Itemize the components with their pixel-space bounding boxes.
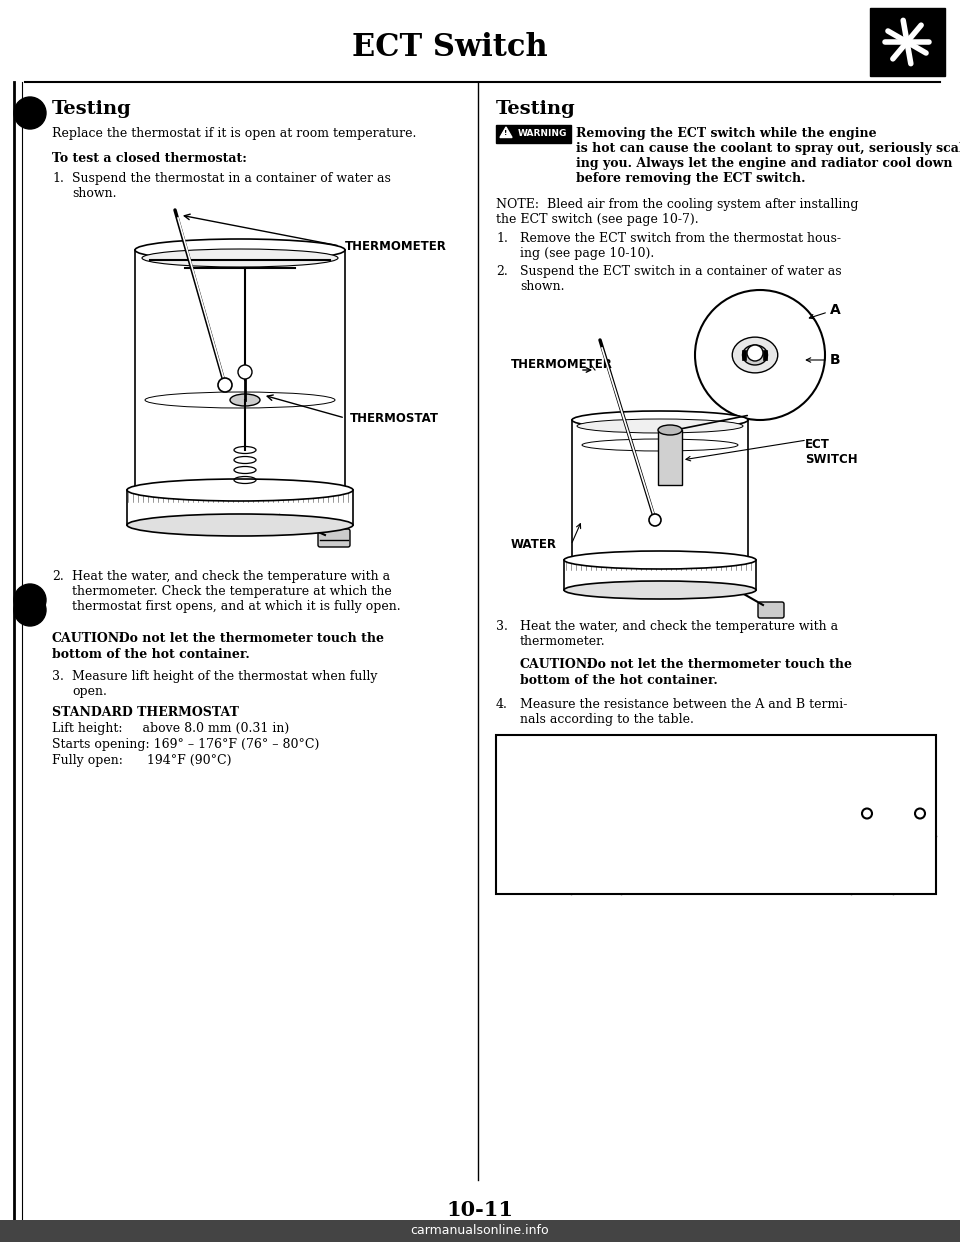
Text: Operation: Operation bbox=[501, 773, 571, 786]
Text: Measure the resistance between the A and B termi-
nals according to the table.: Measure the resistance between the A and… bbox=[520, 698, 848, 727]
Text: Testing: Testing bbox=[52, 101, 132, 118]
Text: A: A bbox=[867, 770, 876, 784]
Text: 3.: 3. bbox=[52, 669, 64, 683]
Text: WATER: WATER bbox=[511, 539, 557, 551]
Text: THERMOMETER: THERMOMETER bbox=[511, 359, 612, 371]
Text: NOTE:  Bleed air from the cooling system after installing
the ECT switch (see pa: NOTE: Bleed air from the cooling system … bbox=[496, 197, 858, 226]
Bar bbox=[752, 350, 756, 360]
Text: Suspend the ECT switch in a container of water as
shown.: Suspend the ECT switch in a container of… bbox=[520, 265, 842, 293]
Text: Temperature: Temperature bbox=[629, 773, 719, 785]
Ellipse shape bbox=[127, 514, 353, 537]
Text: (91° – 95°C): (91° – 95°C) bbox=[700, 815, 773, 828]
Text: Suspend the thermostat in a container of water as
shown.: Suspend the thermostat in a container of… bbox=[72, 171, 391, 200]
Ellipse shape bbox=[742, 345, 767, 365]
Text: ECT: ECT bbox=[805, 438, 829, 451]
Text: Do not let the thermometer touch the: Do not let the thermometer touch the bbox=[578, 658, 852, 671]
Text: carmanualsonline.info: carmanualsonline.info bbox=[411, 1225, 549, 1237]
Bar bbox=[741, 350, 746, 360]
Text: lower than the tempera-: lower than the tempera- bbox=[663, 861, 808, 873]
Bar bbox=[496, 735, 936, 894]
Ellipse shape bbox=[142, 248, 338, 267]
Text: Removing the ECT switch while the engine
is hot can cause the coolant to spray o: Removing the ECT switch while the engine… bbox=[576, 127, 960, 185]
Text: ECT Switch: ECT Switch bbox=[352, 32, 548, 63]
Text: Measure lift height of the thermostat when fully
open.: Measure lift height of the thermostat wh… bbox=[72, 669, 377, 698]
Ellipse shape bbox=[564, 551, 756, 569]
Text: 4.: 4. bbox=[496, 698, 508, 710]
Text: 196° – 203°F: 196° – 203°F bbox=[697, 799, 775, 812]
Text: 2.: 2. bbox=[52, 570, 63, 582]
Text: bottom of the hot container.: bottom of the hot container. bbox=[520, 674, 718, 687]
Ellipse shape bbox=[135, 238, 345, 261]
Bar bbox=[496, 125, 571, 143]
Text: Heat the water, and check the temperature with a
thermometer.: Heat the water, and check the temperatur… bbox=[520, 620, 838, 648]
Text: B: B bbox=[830, 353, 841, 366]
Text: !: ! bbox=[504, 130, 508, 137]
Text: Do not let the thermometer touch the: Do not let the thermometer touch the bbox=[110, 632, 384, 645]
Ellipse shape bbox=[577, 419, 743, 433]
Text: bottom of the hot container.: bottom of the hot container. bbox=[52, 648, 250, 661]
Text: Terminal: Terminal bbox=[862, 743, 924, 755]
Ellipse shape bbox=[230, 394, 260, 406]
Text: Remove the ECT switch from the thermostat hous-
ing (see page 10-10).: Remove the ECT switch from the thermosta… bbox=[520, 232, 841, 260]
Circle shape bbox=[915, 809, 925, 818]
Text: Replace the thermostat if it is open at room temperature.: Replace the thermostat if it is open at … bbox=[52, 127, 417, 140]
Circle shape bbox=[649, 514, 661, 527]
Circle shape bbox=[14, 584, 46, 616]
Ellipse shape bbox=[572, 411, 748, 428]
Bar bbox=[870, 7, 945, 76]
Text: WARNING: WARNING bbox=[518, 129, 567, 139]
Text: CAUTION:: CAUTION: bbox=[520, 658, 592, 671]
Ellipse shape bbox=[658, 425, 682, 435]
Text: To test a closed thermostat:: To test a closed thermostat: bbox=[52, 152, 247, 165]
Text: THERMOMETER: THERMOMETER bbox=[345, 240, 446, 252]
Text: 1.: 1. bbox=[52, 171, 64, 185]
Text: Testing: Testing bbox=[496, 101, 576, 118]
Text: 1.: 1. bbox=[496, 232, 508, 245]
Ellipse shape bbox=[127, 479, 353, 501]
Text: 2.: 2. bbox=[496, 265, 508, 278]
Text: ON: ON bbox=[586, 807, 607, 820]
Text: OFF: OFF bbox=[582, 858, 610, 872]
Bar bbox=[762, 350, 766, 360]
Ellipse shape bbox=[564, 581, 756, 599]
Text: Starts opening: 169° – 176°F (76° – 80°C): Starts opening: 169° – 176°F (76° – 80°C… bbox=[52, 738, 320, 751]
Circle shape bbox=[14, 97, 46, 129]
FancyBboxPatch shape bbox=[758, 602, 784, 619]
Bar bbox=[0, 1220, 960, 1242]
Text: SWITCH: SWITCH bbox=[506, 836, 562, 850]
Text: Heat the water, and check the temperature with a
thermometer. Check the temperat: Heat the water, and check the temperatur… bbox=[72, 570, 400, 614]
Circle shape bbox=[14, 594, 46, 626]
Circle shape bbox=[747, 345, 763, 361]
Text: 10-11: 10-11 bbox=[446, 1200, 514, 1220]
Ellipse shape bbox=[238, 365, 252, 379]
Text: SWITCH: SWITCH bbox=[805, 453, 857, 466]
FancyBboxPatch shape bbox=[318, 529, 350, 546]
Text: THERMOSTAT: THERMOSTAT bbox=[350, 411, 439, 425]
Text: 5° – 15°F (3° – 8°C): 5° – 15°F (3° – 8°C) bbox=[677, 847, 795, 859]
Circle shape bbox=[218, 378, 232, 392]
Text: 3.: 3. bbox=[496, 620, 508, 633]
Ellipse shape bbox=[732, 337, 778, 373]
Circle shape bbox=[862, 809, 872, 818]
Text: Fully open:      194°F (90°C): Fully open: 194°F (90°C) bbox=[52, 754, 231, 768]
Text: STANDARD THERMOSTAT: STANDARD THERMOSTAT bbox=[52, 705, 239, 719]
Text: Lift height:     above 8.0 mm (0.31 in): Lift height: above 8.0 mm (0.31 in) bbox=[52, 722, 289, 735]
Circle shape bbox=[695, 289, 825, 420]
Text: A: A bbox=[830, 303, 841, 317]
Bar bbox=[658, 430, 682, 484]
Text: CAUTION:: CAUTION: bbox=[52, 632, 124, 645]
Text: B: B bbox=[909, 770, 920, 784]
Text: ture when it goes on: ture when it goes on bbox=[675, 874, 797, 888]
